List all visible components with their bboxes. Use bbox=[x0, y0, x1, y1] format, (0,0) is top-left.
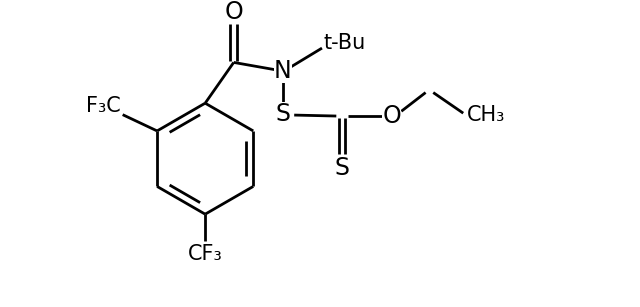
Text: S: S bbox=[275, 102, 290, 126]
Text: t-Bu: t-Bu bbox=[324, 33, 366, 53]
Text: F₃C: F₃C bbox=[86, 96, 121, 116]
Text: CH₃: CH₃ bbox=[467, 105, 506, 125]
Text: O: O bbox=[225, 0, 243, 24]
Text: N: N bbox=[274, 59, 292, 83]
Text: O: O bbox=[383, 104, 401, 128]
Text: CF₃: CF₃ bbox=[188, 244, 223, 264]
Text: S: S bbox=[335, 156, 349, 180]
